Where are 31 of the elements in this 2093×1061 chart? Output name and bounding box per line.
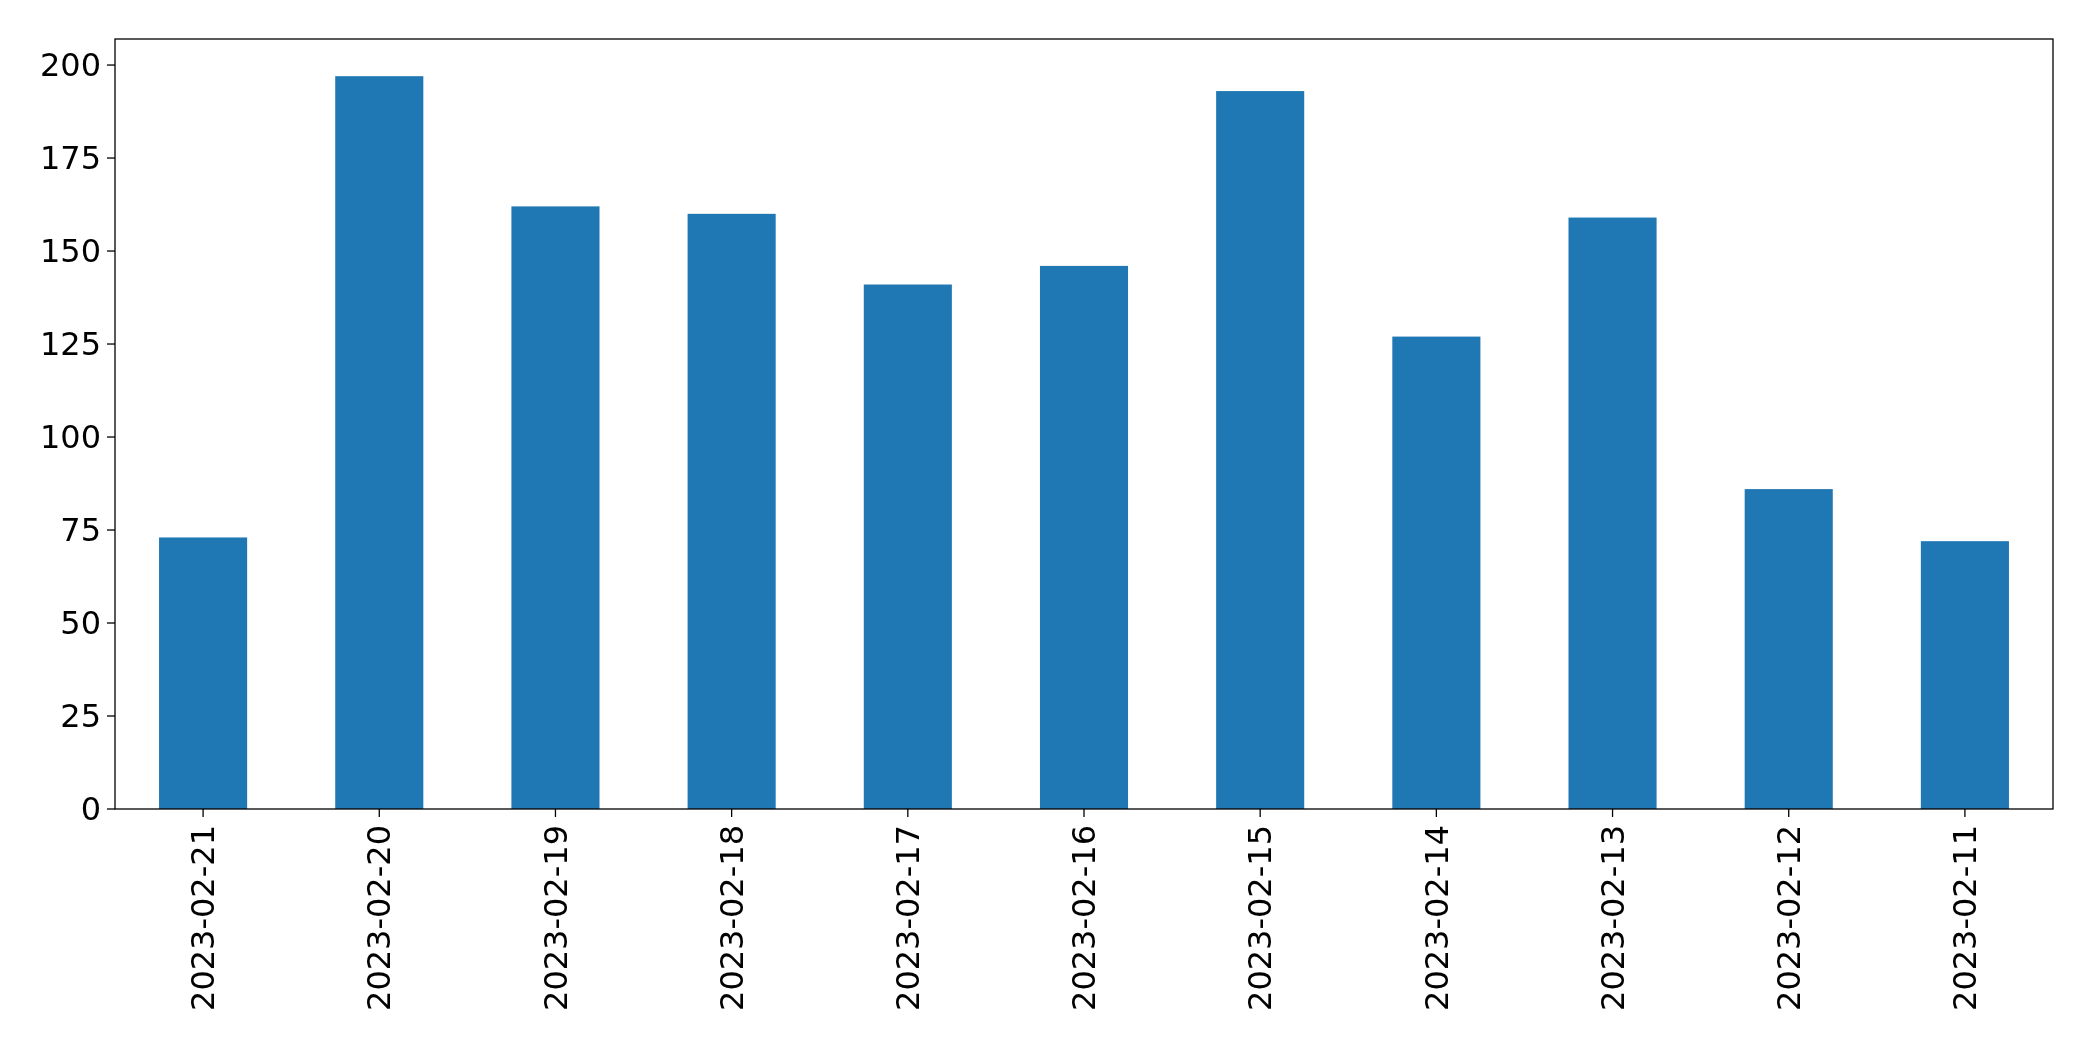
- bar: [1216, 91, 1305, 809]
- y-tick-label: 200: [39, 46, 101, 85]
- bar: [687, 213, 776, 809]
- bar: [1744, 489, 1833, 809]
- x-tick-label: 2023-02-15: [1241, 825, 1280, 1011]
- bar: [511, 206, 600, 809]
- x-tick-label: 2023-02-16: [1065, 825, 1104, 1011]
- x-tick-label: 2023-02-12: [1769, 825, 1808, 1011]
- y-tick-label: 0: [80, 790, 101, 829]
- bar: [1392, 336, 1481, 809]
- x-tick-label: 2023-02-14: [1417, 825, 1456, 1011]
- x-tick-label: 2023-02-13: [1593, 825, 1632, 1011]
- bar: [1920, 541, 2009, 809]
- y-tick-label: 100: [39, 418, 101, 457]
- x-tick-label: 2023-02-18: [712, 825, 751, 1011]
- y-tick-label: 175: [39, 139, 101, 178]
- x-tick-label: 2023-02-17: [889, 825, 928, 1011]
- bar: [335, 76, 424, 809]
- y-tick-label: 150: [39, 232, 101, 271]
- x-tick-label: 2023-02-21: [184, 825, 223, 1011]
- y-tick-label: 50: [60, 604, 101, 643]
- x-tick-label: 2023-02-11: [1946, 825, 1985, 1011]
- y-tick-label: 75: [60, 511, 101, 550]
- bar: [1039, 265, 1129, 809]
- x-tick-label: 2023-02-19: [536, 825, 575, 1011]
- x-tick-label: 2023-02-20: [360, 825, 399, 1011]
- bar: [863, 284, 952, 809]
- bar: [159, 537, 248, 809]
- y-tick-label: 125: [39, 325, 101, 364]
- y-tick-label: 25: [60, 697, 101, 736]
- bar: [1568, 217, 1657, 809]
